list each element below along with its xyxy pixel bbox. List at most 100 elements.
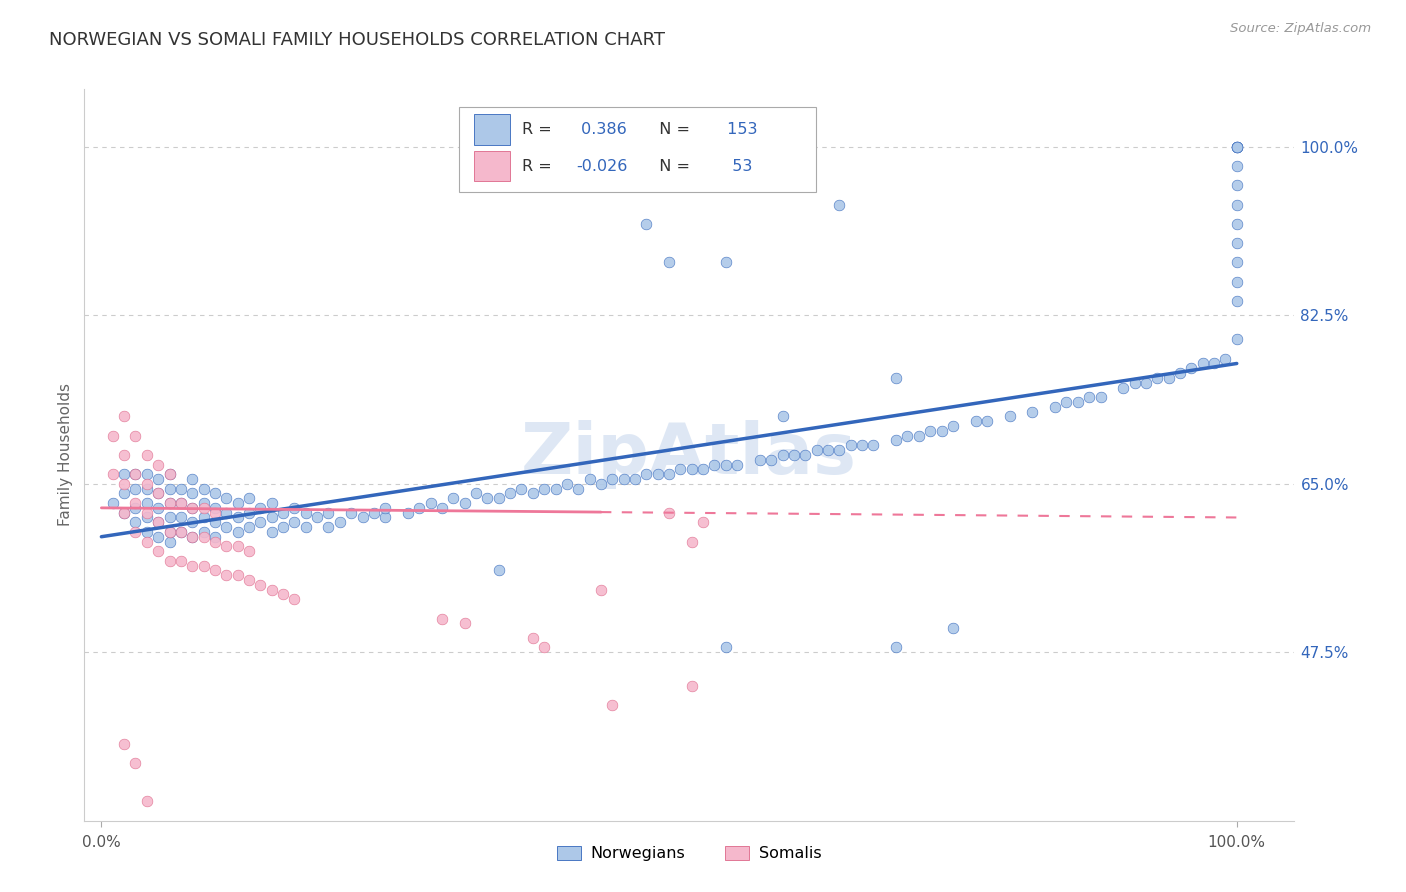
Point [1054, 395, 1077, 409]
Point [1180, 361, 1202, 376]
Point [238, 506, 260, 520]
Point [1226, 159, 1249, 173]
Point [135, 524, 157, 539]
Point [669, 462, 692, 476]
Point [1078, 390, 1101, 404]
Text: 153: 153 [721, 122, 756, 137]
Point [1191, 356, 1213, 371]
Point [112, 486, 135, 500]
Point [567, 482, 589, 496]
Point [159, 554, 181, 568]
Point [124, 756, 146, 770]
Point [170, 496, 193, 510]
Point [135, 510, 157, 524]
Point [589, 582, 612, 597]
Point [112, 409, 135, 424]
Point [1226, 140, 1249, 154]
Point [658, 506, 681, 520]
Point [159, 524, 181, 539]
Point [112, 467, 135, 482]
Point [624, 472, 647, 486]
Point [1043, 400, 1066, 414]
Point [1226, 293, 1249, 308]
Point [1226, 275, 1249, 289]
Point [703, 458, 725, 472]
Point [146, 458, 169, 472]
Point [884, 640, 907, 655]
Point [613, 472, 636, 486]
Point [135, 448, 157, 462]
Point [215, 539, 238, 553]
Point [215, 491, 238, 506]
Text: Source: ZipAtlas.com: Source: ZipAtlas.com [1230, 22, 1371, 36]
Point [658, 467, 681, 482]
Point [181, 500, 204, 515]
Point [441, 491, 464, 506]
Text: ZipAtlas: ZipAtlas [522, 420, 856, 490]
Text: N =: N = [650, 159, 695, 174]
Point [159, 467, 181, 482]
Point [1226, 333, 1249, 347]
Point [817, 443, 839, 458]
Point [159, 524, 181, 539]
Point [772, 409, 794, 424]
Point [931, 424, 953, 438]
Text: NORWEGIAN VS SOMALI FAMILY HOUSEHOLDS CORRELATION CHART: NORWEGIAN VS SOMALI FAMILY HOUSEHOLDS CO… [49, 31, 665, 49]
Point [307, 510, 329, 524]
Point [204, 516, 226, 530]
Point [204, 506, 226, 520]
Point [1226, 217, 1249, 231]
Point [249, 516, 271, 530]
Point [193, 524, 215, 539]
Point [681, 462, 703, 476]
Point [238, 491, 260, 506]
Point [636, 217, 658, 231]
Point [1226, 178, 1249, 193]
FancyBboxPatch shape [460, 108, 815, 192]
Point [181, 500, 204, 515]
Point [181, 558, 204, 573]
Point [1168, 366, 1191, 380]
Point [636, 467, 658, 482]
Point [318, 520, 340, 534]
Text: N =: N = [650, 122, 695, 137]
Point [101, 428, 124, 442]
Text: R =: R = [522, 122, 557, 137]
Point [578, 472, 600, 486]
Point [761, 452, 783, 467]
Point [363, 506, 385, 520]
Point [714, 640, 737, 655]
Point [352, 510, 374, 524]
Point [159, 496, 181, 510]
Point [204, 486, 226, 500]
Point [454, 496, 477, 510]
Point [249, 500, 271, 515]
Point [226, 539, 249, 553]
Point [1112, 380, 1135, 394]
Point [181, 530, 204, 544]
Point [271, 506, 294, 520]
FancyBboxPatch shape [474, 114, 510, 145]
Point [159, 482, 181, 496]
Point [1215, 351, 1237, 366]
Legend: Norwegians, Somalis: Norwegians, Somalis [550, 839, 828, 868]
Point [499, 486, 522, 500]
Point [692, 462, 714, 476]
Point [714, 458, 737, 472]
Point [112, 476, 135, 491]
Point [465, 486, 488, 500]
Point [101, 496, 124, 510]
Point [124, 428, 146, 442]
Point [488, 563, 510, 577]
Point [884, 434, 907, 448]
Point [772, 178, 794, 193]
Point [884, 371, 907, 385]
Point [135, 506, 157, 520]
Point [589, 476, 612, 491]
Point [170, 524, 193, 539]
Point [374, 500, 396, 515]
Point [170, 496, 193, 510]
Point [112, 506, 135, 520]
Point [170, 510, 193, 524]
Text: -0.026: -0.026 [576, 159, 628, 174]
